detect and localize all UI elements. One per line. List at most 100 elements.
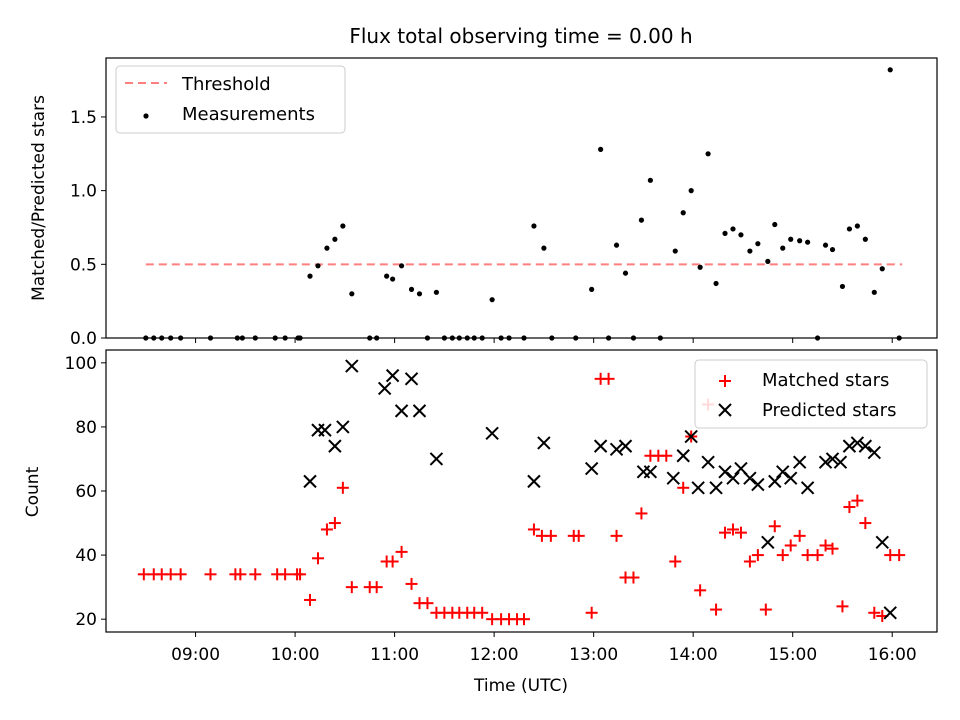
measurement-point: [332, 236, 338, 242]
measurement-point: [705, 151, 711, 157]
measurement-point: [755, 241, 761, 247]
matched-star-point: [851, 494, 864, 507]
measurement-point: [384, 273, 390, 279]
legend-matched-swatch: [719, 375, 731, 387]
measurement-point: [747, 248, 753, 254]
matched-star-point: [759, 603, 772, 616]
measurement-point: [697, 264, 703, 270]
matched-star-point: [572, 529, 585, 542]
predicted-star-point: [701, 455, 715, 469]
top-y-axis: 0.0 0.5 1.0 1.5: [70, 108, 106, 349]
matched-star-point: [819, 539, 832, 552]
bottom-x-axis: 09:00 10:00 11:00 12:00 13:00 14:00 15:00 16:00: [171, 632, 917, 665]
matched-star-point: [868, 606, 881, 619]
measurement-point: [541, 245, 547, 251]
matched-star-point: [843, 501, 856, 514]
predicted-star-point: [318, 423, 332, 437]
measurement-point: [722, 230, 728, 236]
matched-star-point: [311, 552, 324, 565]
matched-star-point: [234, 568, 247, 581]
matched-star-point: [627, 571, 640, 584]
bottom-axes-frame: [105, 349, 938, 633]
predicted-star-point: [768, 474, 782, 489]
matched-star-point: [370, 581, 383, 594]
predicted-star-point: [709, 481, 723, 495]
measurement-point: [489, 297, 495, 303]
legend-measurements-label: Measurements: [182, 104, 315, 125]
measurement-point: [647, 177, 653, 183]
matched-star-point: [784, 539, 797, 552]
matched-star-point: [602, 372, 615, 385]
measurement-point: [672, 248, 678, 254]
bottom-y-tick-label: 40: [75, 546, 97, 566]
measurement-point: [839, 283, 846, 290]
matched-star-point: [336, 481, 349, 494]
predicted-star-point: [875, 535, 889, 549]
predicted-star-point: [684, 429, 698, 444]
measurement-point: [797, 238, 803, 244]
measurement-point: [788, 236, 794, 242]
measurement-point: [398, 263, 405, 269]
predicted-star-point: [867, 445, 882, 460]
predicted-star-point: [726, 471, 740, 485]
x-tick-label: 15:00: [768, 645, 817, 665]
measurement-point: [598, 146, 604, 152]
matched-star-point: [544, 529, 557, 542]
predicted-star-point: [883, 606, 897, 620]
predicted-star-point: [385, 368, 400, 383]
predicted-star-point: [666, 471, 680, 485]
predicted-star-point: [412, 404, 427, 418]
measurement-point: [589, 286, 595, 292]
measurement-point: [871, 289, 877, 295]
top-y-tick-label: 0.5: [70, 255, 97, 275]
predicted-star-point: [825, 452, 840, 466]
matched-star-point: [726, 523, 739, 536]
matched-star-point: [836, 600, 849, 613]
matched-star-point: [751, 549, 764, 562]
top-y-tick-label: 1.0: [70, 182, 97, 202]
legend-predicted-swatch: [718, 403, 732, 417]
predicted-star-point: [303, 474, 317, 489]
top-legend: Threshold Measurements: [115, 65, 346, 134]
measurement-point: [780, 245, 786, 251]
predicted-star-point: [485, 426, 499, 441]
predicted-star-point: [643, 465, 658, 479]
top-y-tick-label: 0.0: [70, 329, 97, 349]
measurement-point: [846, 226, 853, 232]
predicted-star-point: [761, 535, 775, 549]
predicted-star-point: [609, 442, 624, 457]
top-x-axis: [195, 338, 893, 343]
measurement-point: [315, 263, 321, 269]
matched-star-point: [476, 606, 489, 619]
bottom-panel: 20 40 60 80 100 09:00 10:00 11:00 12:00 13:00 14:…: [23, 349, 938, 696]
measurement-point: [613, 242, 620, 248]
matched-star-point: [320, 523, 333, 536]
predicted-star-point: [429, 452, 444, 466]
figure-title: Flux total observing time = 0.00 h: [349, 24, 692, 48]
matched-star-point: [249, 568, 262, 581]
predicted-star-point: [527, 474, 541, 489]
x-tick-label: 11:00: [370, 645, 419, 665]
matched-star-point: [734, 526, 747, 539]
measurement-point: [390, 276, 396, 282]
matched-star-point: [776, 549, 789, 562]
measurement-point: [879, 266, 885, 272]
matched-star-point: [421, 597, 434, 610]
matched-star-point: [793, 529, 806, 542]
measurement-point: [822, 242, 829, 248]
x-tick-label: 14:00: [669, 645, 718, 665]
matched-star-point: [710, 603, 723, 616]
matched-star-point: [405, 577, 418, 590]
predicted-star-point: [345, 359, 359, 373]
predicted-star-point: [328, 439, 342, 453]
top-axes-frame: [105, 57, 938, 339]
matched-star-point: [294, 568, 307, 581]
predicted-star-point: [377, 381, 392, 396]
predicted-star-point: [718, 465, 732, 479]
measurement-point: [680, 210, 686, 216]
predicted-star-point: [833, 455, 848, 469]
legend-threshold-label: Threshold: [181, 74, 271, 95]
top-y-axis-label: Matched/Predicted stars: [29, 95, 49, 301]
predicted-star-point: [676, 449, 690, 463]
bottom-y-tick-label: 80: [75, 418, 97, 438]
